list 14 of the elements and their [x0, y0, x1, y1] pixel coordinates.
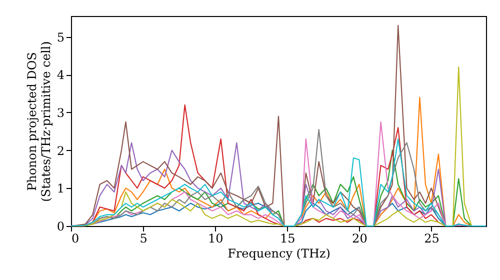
x-tick-label: 0: [72, 232, 80, 246]
x-tick-label: 10: [208, 232, 224, 246]
x-tick-label: 20: [352, 232, 368, 246]
x-tick-label: 15: [280, 232, 296, 246]
x-tick-label: 5: [140, 232, 148, 246]
y-tick-label: 3: [56, 106, 64, 120]
y-axis-title: Phonon projected DOS (States/THz·primitive cell): [24, 41, 53, 202]
y-tick-label: 4: [56, 68, 65, 82]
y-tick-label: 0: [56, 220, 64, 234]
y-tick-label: 2: [56, 144, 64, 158]
y-tick-label: 1: [56, 182, 64, 196]
y-tick-label: 5: [56, 30, 64, 44]
x-axis-title: Frequency (THz): [228, 246, 330, 260]
x-tick-label: 25: [424, 232, 440, 246]
